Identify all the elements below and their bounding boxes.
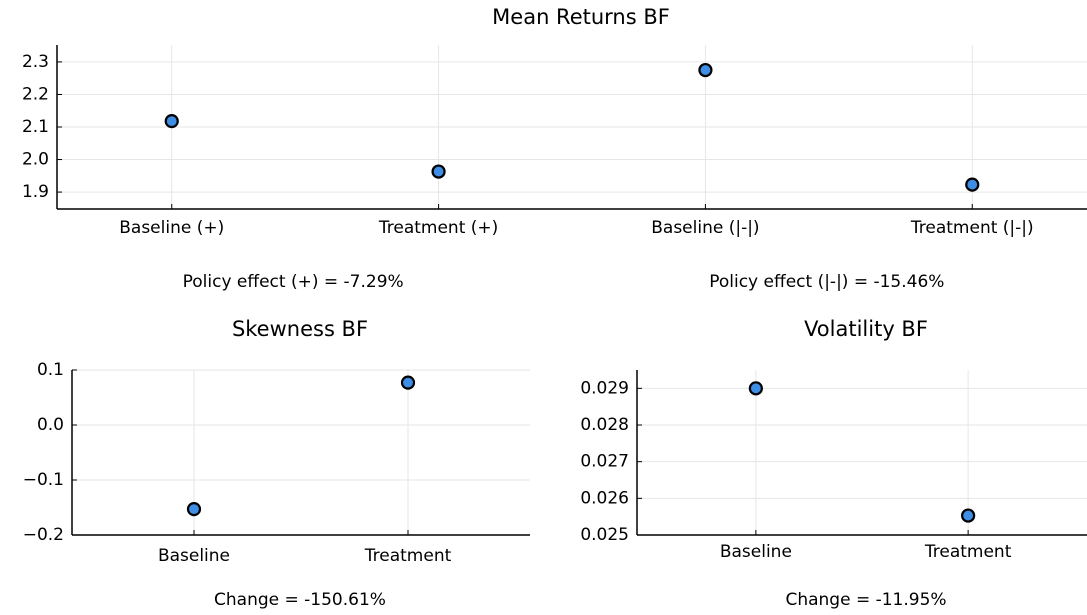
x-tick-label: Baseline (|-|) bbox=[651, 218, 759, 238]
x-tick-label: Treatment (+) bbox=[378, 218, 498, 238]
point bbox=[431, 164, 446, 179]
x-tick-label: Baseline (+) bbox=[119, 218, 224, 238]
y-tick-label: −0.1 bbox=[23, 470, 64, 490]
point bbox=[961, 508, 976, 523]
y-tick-label: 2.1 bbox=[22, 117, 49, 137]
point bbox=[400, 375, 416, 390]
x-tick-label: Baseline bbox=[158, 546, 230, 566]
point bbox=[164, 114, 179, 129]
x-tick-label: Baseline bbox=[720, 542, 792, 562]
point bbox=[186, 502, 202, 517]
y-tick-label: 1.9 bbox=[22, 182, 49, 202]
y-tick-label: 0.026 bbox=[580, 488, 629, 508]
x-tick-label: Treatment bbox=[364, 546, 452, 566]
y-tick-label: 2.0 bbox=[22, 150, 49, 170]
point bbox=[748, 381, 763, 396]
y-tick-label: 2.2 bbox=[22, 84, 49, 104]
point bbox=[965, 177, 980, 192]
annotation: Change = -150.61% bbox=[214, 590, 386, 610]
chart-title: Volatility BF bbox=[804, 317, 928, 341]
y-tick-label: 0.028 bbox=[580, 415, 629, 435]
chart-title: Skewness BF bbox=[232, 317, 368, 341]
chart-title: Mean Returns BF bbox=[492, 5, 670, 29]
point bbox=[698, 62, 713, 78]
y-tick-label: 0.025 bbox=[580, 525, 629, 545]
y-tick-label: 0.0 bbox=[37, 415, 64, 435]
annotation: Policy effect (|-|) = -15.46% bbox=[709, 272, 944, 292]
x-tick-label: Treatment (|-|) bbox=[910, 218, 1034, 238]
annotation: Change = -11.95% bbox=[785, 590, 946, 610]
y-tick-label: −0.2 bbox=[23, 525, 64, 545]
y-tick-label: 0.029 bbox=[580, 378, 629, 398]
y-tick-label: 0.027 bbox=[580, 452, 629, 472]
annotation: Policy effect (+) = -7.29% bbox=[183, 272, 404, 292]
y-tick-label: 2.3 bbox=[22, 52, 49, 72]
x-tick-label: Treatment bbox=[924, 542, 1012, 562]
y-tick-label: 0.1 bbox=[37, 360, 64, 380]
